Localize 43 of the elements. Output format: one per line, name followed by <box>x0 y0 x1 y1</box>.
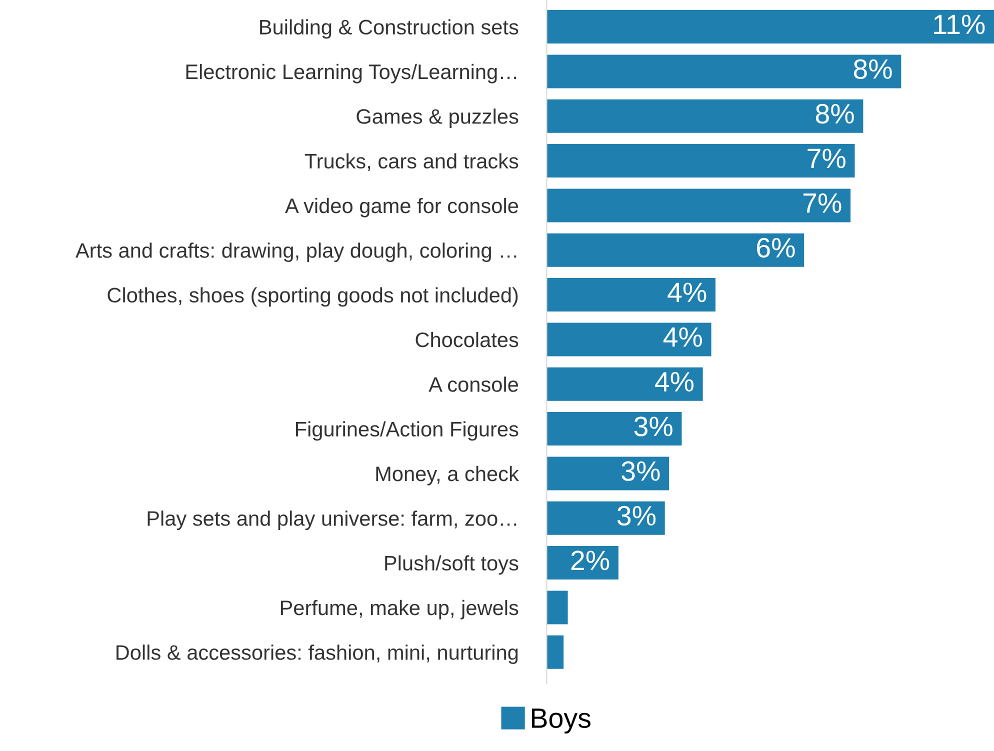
y-tick-label: Play sets and play universe: farm, zoo… <box>148 510 516 530</box>
data-label: 4% <box>663 327 702 347</box>
bar <box>546 10 994 44</box>
bar <box>546 412 682 446</box>
y-tick-label: Chocolates <box>416 332 518 348</box>
data-label: 8% <box>816 104 854 124</box>
bar <box>546 322 712 356</box>
y-tick-label: Electronic Learning Toys/Learning… <box>186 64 516 84</box>
bar <box>546 144 855 178</box>
y-tick-label: Money, a check <box>376 466 519 486</box>
y-tick-label: Building & Construction sets <box>260 19 518 39</box>
data-label: 3% <box>617 506 656 526</box>
y-tick-label: A video game for console <box>285 198 518 218</box>
data-label: 7% <box>803 193 842 213</box>
y-tick-label: Games & puzzles <box>356 108 518 128</box>
bar <box>546 54 902 88</box>
y-tick-label: Clothes, shoes (sporting goods not included) <box>108 287 518 307</box>
data-label: 11% <box>934 14 985 34</box>
data-label: 3% <box>634 416 672 436</box>
data-label: 7% <box>808 148 846 168</box>
bar <box>546 456 670 490</box>
data-label: 3% <box>622 461 660 481</box>
y-tick-label: Arts and crafts: drawing, play dough, coloring … <box>75 242 516 262</box>
bar <box>546 188 851 222</box>
y-tick-label: Figurines/Action Figures <box>296 421 518 441</box>
bar <box>546 590 568 624</box>
bar <box>546 278 716 312</box>
y-tick-label: Dolls & accessories: fashion, mini, nurturing <box>116 644 518 664</box>
y-tick-label: Plush/soft toys <box>385 555 518 575</box>
data-label: 8% <box>854 59 892 79</box>
bar <box>546 99 864 133</box>
bar <box>546 635 564 669</box>
y-tick-label: Trucks, cars and tracks <box>304 153 518 172</box>
data-label: 6% <box>757 238 795 258</box>
bar <box>546 233 804 267</box>
bar <box>546 367 703 401</box>
legend-label: Boys <box>532 708 590 734</box>
y-tick-label: A console <box>428 376 518 392</box>
data-label: 2% <box>571 550 610 570</box>
bar <box>546 501 665 535</box>
data-label: 4% <box>668 282 706 302</box>
data-label: 4% <box>654 372 694 392</box>
y-tick-label: Perfume, make up, jewels <box>280 600 518 620</box>
